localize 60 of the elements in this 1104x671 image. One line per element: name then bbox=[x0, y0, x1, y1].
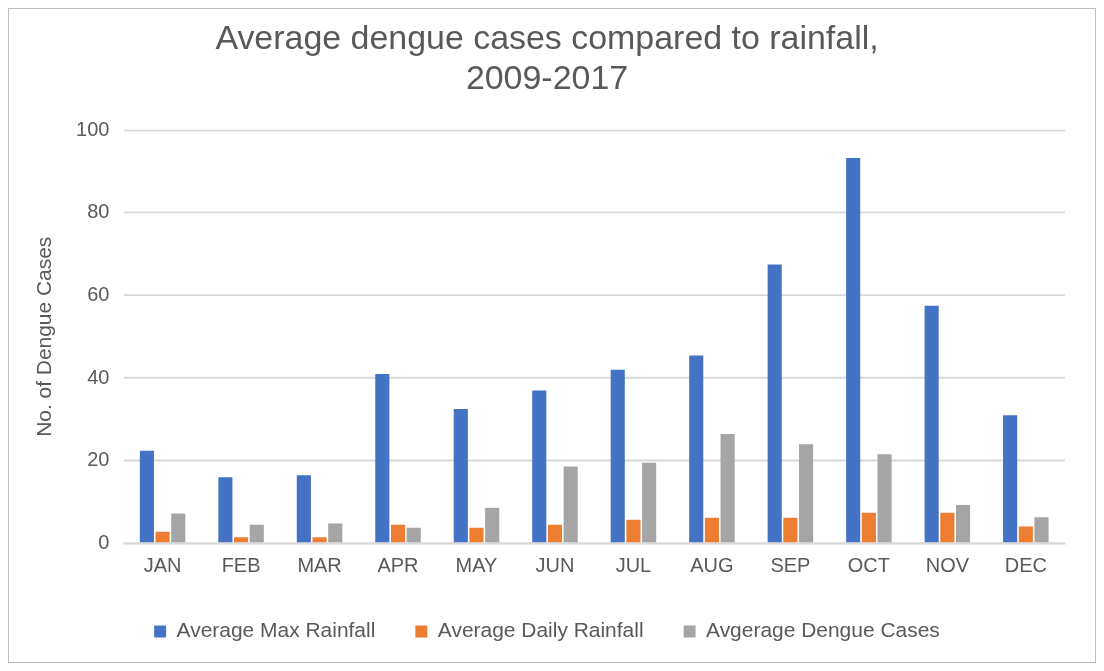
bar bbox=[218, 477, 233, 543]
bar bbox=[1018, 526, 1033, 543]
bar bbox=[955, 504, 971, 543]
y-axis-title: No. of Dengue Cases bbox=[32, 236, 56, 437]
y-tick-label: 80 bbox=[87, 200, 110, 223]
bar bbox=[249, 524, 264, 543]
x-tick-label: NOV bbox=[925, 553, 970, 576]
bar bbox=[846, 157, 861, 543]
bar bbox=[453, 409, 468, 543]
bar bbox=[171, 513, 186, 543]
bar bbox=[375, 373, 390, 543]
legend-label: Average Max Rainfall bbox=[176, 618, 376, 642]
bar bbox=[312, 537, 327, 543]
bar bbox=[1034, 517, 1049, 543]
bar bbox=[547, 524, 563, 543]
bar bbox=[689, 355, 704, 543]
x-tick-label: DEC bbox=[1004, 553, 1047, 576]
x-tick-label: FEB bbox=[221, 553, 261, 576]
bar bbox=[234, 537, 249, 543]
legend-label: Avgerage Dengue Cases bbox=[706, 618, 940, 642]
x-tick-label: MAR bbox=[297, 553, 342, 576]
text: Average dengue cases compared to rainfall, bbox=[215, 17, 879, 56]
bar bbox=[767, 264, 782, 543]
bar bbox=[704, 517, 719, 543]
bar bbox=[139, 450, 154, 543]
bar bbox=[328, 523, 343, 543]
y-tick-label: 20 bbox=[87, 448, 110, 471]
bar bbox=[642, 462, 657, 543]
bar bbox=[720, 433, 735, 543]
x-tick-label: MAY bbox=[455, 553, 498, 576]
bar bbox=[406, 527, 421, 543]
x-tick-label: SEP bbox=[770, 553, 811, 576]
bar bbox=[296, 475, 311, 543]
x-tick-label: APR bbox=[377, 553, 419, 576]
bar bbox=[1003, 415, 1018, 543]
bar bbox=[877, 454, 892, 543]
x-tick-label: AUG bbox=[690, 553, 734, 576]
legend-label: Average Daily Rainfall bbox=[437, 618, 644, 642]
x-tick-label: OCT bbox=[847, 553, 890, 576]
text: 2009-2017 bbox=[465, 58, 629, 97]
x-tick-label: JUN bbox=[535, 553, 575, 576]
bar bbox=[626, 519, 641, 543]
bar bbox=[563, 466, 578, 543]
y-tick-label: 60 bbox=[87, 282, 110, 305]
bar bbox=[861, 512, 876, 543]
bar bbox=[783, 517, 798, 543]
x-tick-label: JAN bbox=[143, 553, 182, 576]
y-tick-label: 100 bbox=[76, 117, 110, 140]
bar bbox=[155, 531, 170, 543]
bar bbox=[940, 512, 955, 543]
y-tick-label: 0 bbox=[98, 530, 110, 553]
bar bbox=[610, 369, 625, 543]
bar bbox=[485, 507, 500, 543]
x-tick-label: JUL bbox=[615, 553, 652, 576]
bar bbox=[390, 524, 406, 543]
bar bbox=[799, 444, 814, 543]
bar bbox=[469, 527, 484, 543]
bar bbox=[924, 305, 939, 543]
y-tick-label: 40 bbox=[87, 365, 110, 388]
bar bbox=[532, 390, 547, 543]
